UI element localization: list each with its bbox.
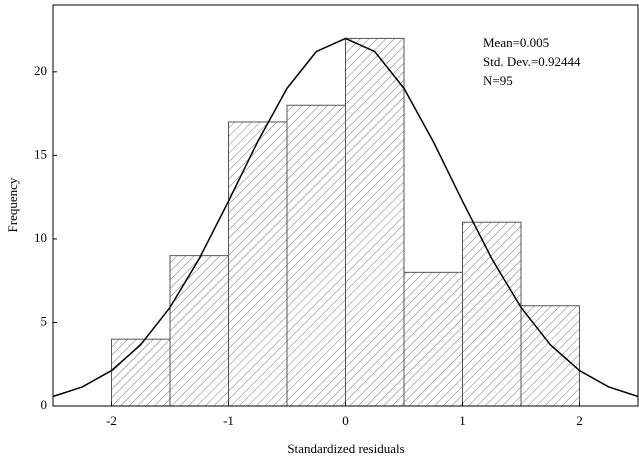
histogram-bar <box>403 271 463 407</box>
histogram-bar <box>286 104 346 407</box>
annotation: Mean=0.005 <box>483 35 549 50</box>
y-tick-label: 5 <box>41 313 48 328</box>
histogram-bar <box>462 221 522 407</box>
y-tick-label: 10 <box>34 230 47 245</box>
histogram-bar <box>520 305 580 407</box>
x-axis-label: Standardized residuals <box>287 441 404 456</box>
normal-curve <box>52 37 639 398</box>
histogram-bar <box>169 255 229 407</box>
histogram-bar <box>345 37 405 407</box>
annotation: N=95 <box>483 73 513 88</box>
x-tick-label: 1 <box>459 413 466 428</box>
y-tick-label: 15 <box>34 146 47 161</box>
y-tick-label: 20 <box>34 63 47 78</box>
y-axis-label: Frequency <box>5 177 20 232</box>
y-tick-label: 0 <box>41 397 48 412</box>
annotation: Std. Dev.=0.92444 <box>483 54 581 69</box>
x-tick-label: 2 <box>576 413 583 428</box>
x-tick-label: 0 <box>342 413 349 428</box>
histogram-bar <box>228 121 288 407</box>
x-tick-label: -2 <box>106 413 117 428</box>
histogram-bar <box>111 338 171 407</box>
x-tick-label: -1 <box>223 413 234 428</box>
